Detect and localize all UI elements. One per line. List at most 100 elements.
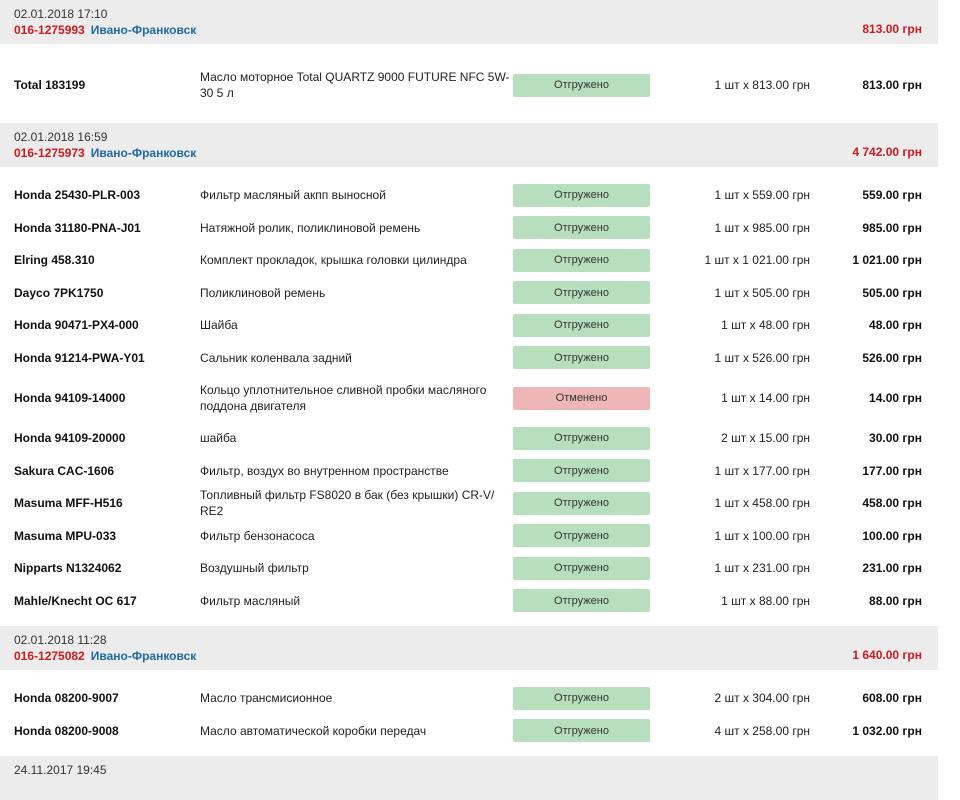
order-block: 02.01.2018 17:10 016-1275993 Ивано-Франков… [0,0,938,123]
status-badge: Отгружено [513,491,650,515]
order-date: 02.01.2018 17:10 [14,7,108,21]
quantity-price: 1 шт x 48.00 грн [721,318,810,333]
item-sum: 985.00 грн [862,220,922,235]
part-description: шайба [200,431,237,446]
order-id-link[interactable]: 016-1275082 [14,649,85,663]
status-badge: Отгружено [513,719,650,743]
part-number[interactable]: Mahle/Knecht OC 617 [14,593,137,608]
part-description: Фильтр, воздух во внутренном пространств… [200,463,449,478]
part-number[interactable]: Honda 94109-14000 [14,391,126,405]
order-header: 02.01.2018 16:59 016-1275973 Ивано-Франков… [0,123,938,167]
status-badge: Отгружено [513,73,650,97]
order-id-link[interactable]: 016-1275993 [14,23,85,37]
item-sum: 559.00 грн [862,188,922,203]
part-description: Масло трансмисионное [200,691,333,706]
order-city: Ивано-Франковск [90,649,197,663]
quantity-price: 2 шт x 15.00 грн [721,431,810,446]
part-number[interactable]: Honda 90471-PX4-000 [14,318,139,333]
part-description: Кольцо уплотнительное сливной пробки мас… [200,383,487,413]
status-badge: Отгружено [513,281,650,305]
part-number[interactable]: Honda 94109-20000 [14,431,126,446]
part-number[interactable]: Dayco 7PK1750 [14,285,104,300]
part-description: Фильтр масляный [200,593,301,608]
quantity-price: 1 шт x 526.00 грн [714,350,810,365]
part-description: Шайба [200,318,238,333]
part-number[interactable]: Masuma MPU-033 [14,528,117,543]
item-sum: 813.00 грн [862,78,922,92]
item-sum: 14.00 грн [869,391,922,405]
part-description: Топливный фильтр FS8020 в бак (без крышк… [200,488,495,519]
order-item-row: Honda 94109-20000 шайба Отгружено 2 шт x 15… [0,422,938,455]
part-description: Масло моторное Total QUARTZ 9000 FUTURE … [200,70,510,100]
part-description: Фильтр масляный акпп выносной [200,188,386,203]
order-header: 24.11.2017 19:45 [0,756,938,800]
order-block: 02.01.2018 16:59 016-1275973 Ивано-Франков… [0,123,938,626]
quantity-price: 1 шт x 14.00 грн [721,391,810,405]
order-header: 02.01.2018 11:28 016-1275082 Ивано-Франков… [0,626,938,670]
order-item-row: Honda 91214-PWA-Y01 Сальник коленвала зад… [0,342,938,375]
order-header: 02.01.2018 17:10 016-1275993 Ивано-Франков… [0,0,938,44]
status-badge: Отгружено [513,524,650,548]
part-number[interactable]: Total 183199 [14,78,86,92]
order-item-row: Honda 25430-PLR-003 Фильтр масляный акпп … [0,179,938,212]
part-number[interactable]: Masuma MFF-H516 [14,496,123,511]
order-city: Ивано-Франковск [90,146,197,160]
order-date: 02.01.2018 11:28 [14,633,107,647]
quantity-price: 1 шт x 177.00 грн [714,463,810,478]
order-total: 813.00 грн [862,22,922,36]
order-meta [14,778,924,794]
order-id-link[interactable]: 016-1275973 [14,146,85,160]
status-badge: Отгружено [513,216,650,240]
status-badge: Отгружено [513,556,650,580]
quantity-price: 1 шт x 505.00 грн [714,285,810,300]
order-block: 24.11.2017 19:45 [0,756,938,800]
order-block: 02.01.2018 11:28 016-1275082 Ивано-Франков… [0,626,938,756]
quantity-price: 1 шт x 813.00 грн [714,78,810,92]
item-sum: 505.00 грн [862,285,922,300]
quantity-price: 4 шт x 258.00 грн [714,723,810,738]
order-item-row: Honda 08200-9007 Масло трансмисионное Отгр… [0,682,938,715]
item-sum: 608.00 грн [862,691,922,706]
status-badge: Отгружено [513,248,650,272]
item-sum: 88.00 грн [869,593,922,608]
order-meta: 016-1275973 Ивано-Франковск [14,145,924,161]
part-number[interactable]: Elring 458.310 [14,253,95,268]
order-item-row: Honda 94109-14000 Кольцо уплотнительное с… [0,374,938,422]
item-sum: 526.00 грн [862,350,922,365]
quantity-price: 1 шт x 458.00 грн [714,496,810,511]
part-description: Воздушный фильтр [200,561,309,576]
order-date: 02.01.2018 16:59 [14,130,108,144]
part-description: Поликлиновой ремень [200,285,326,300]
order-item-row: Dayco 7PK1750 Поликлиновой ремень Отгружен… [0,277,938,310]
quantity-price: 1 шт x 985.00 грн [714,220,810,235]
part-number[interactable]: Honda 91214-PWA-Y01 [14,350,145,365]
part-description: Масло автоматической коробки передач [200,723,427,738]
part-description: Фильтр бензонасоса [200,528,315,543]
item-sum: 231.00 грн [862,561,922,576]
order-item-row: Masuma MPU-033 Фильтр бензонасоса Отгружен… [0,520,938,553]
order-total: 1 640.00 грн [852,648,922,662]
quantity-price: 1 шт x 100.00 грн [714,528,810,543]
order-date: 24.11.2017 19:45 [14,763,107,777]
order-city: Ивано-Франковск [90,23,197,37]
part-description: Сальник коленвала задний [200,350,352,365]
part-number[interactable]: Honda 08200-9008 [14,723,119,738]
order-item-row: Mahle/Knecht OC 617 Фильтр масляный Отгруж… [0,585,938,618]
status-badge: Отгружено [513,589,650,613]
part-number[interactable]: Nipparts N1324062 [14,561,122,576]
item-sum: 1 021.00 грн [852,253,922,268]
order-meta: 016-1275082 Ивано-Франковск [14,648,924,664]
item-sum: 177.00 грн [862,463,922,478]
status-badge: Отгружено [513,426,650,450]
item-sum: 48.00 грн [869,318,922,333]
order-item-row: Elring 458.310 Комплект прокладок, крышка… [0,244,938,277]
part-description: Комплект прокладок, крышка головки цилин… [200,253,467,268]
part-number[interactable]: Honda 25430-PLR-003 [14,188,141,203]
quantity-price: 1 шт x 88.00 грн [721,593,810,608]
part-number[interactable]: Honda 31180-PNA-J01 [14,220,141,235]
part-number[interactable]: Sakura CAC-1606 [14,463,115,478]
part-number[interactable]: Honda 08200-9007 [14,691,119,706]
order-item-row: Honda 31180-PNA-J01 Натяжной ролик, полик… [0,212,938,245]
quantity-price: 1 шт x 1 021.00 грн [704,253,810,268]
quantity-price: 2 шт x 304.00 грн [714,691,810,706]
